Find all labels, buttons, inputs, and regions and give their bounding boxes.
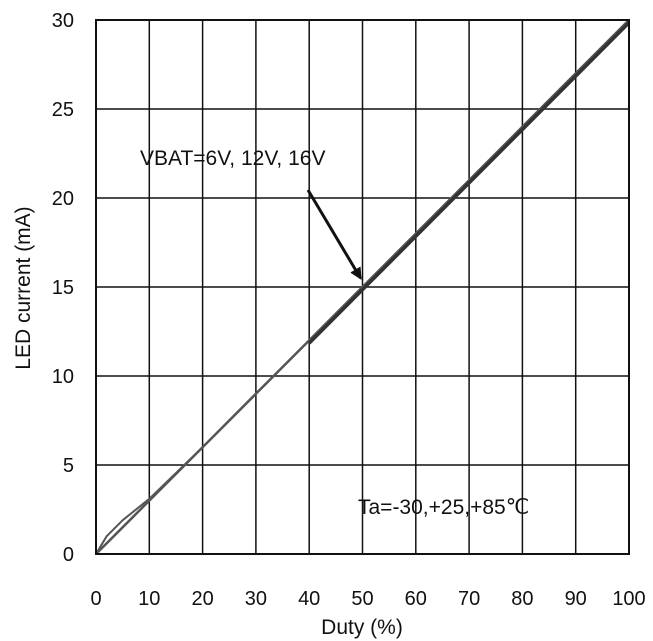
- y-tick-label: 30: [52, 10, 74, 32]
- series-layer: [95, 19, 631, 555]
- x-tick-label: 20: [191, 588, 213, 610]
- x-tick-label: 80: [511, 588, 533, 610]
- y-tick-label: 20: [52, 188, 74, 210]
- plot-frame: [95, 19, 630, 555]
- y-tick-label: 15: [52, 277, 74, 299]
- x-tick-label: 60: [405, 588, 427, 610]
- x-axis-title: Duty (%): [321, 616, 403, 639]
- y-tick-label: 10: [52, 366, 74, 388]
- x-tick-label: 10: [138, 588, 160, 610]
- series-line-3: [307, 21, 631, 345]
- y-tick-label: 25: [52, 99, 74, 121]
- x-tick-label: 90: [565, 588, 587, 610]
- x-tick-label: 100: [612, 588, 645, 610]
- y-tick-labels: 0 5 10 15 20 25 30: [52, 10, 74, 566]
- temperature-annotation: Ta=-30,+25,+85℃: [358, 496, 529, 519]
- x-tick-label: 30: [245, 588, 267, 610]
- series-line-2: [95, 19, 630, 555]
- y-tick-label: 5: [63, 455, 74, 477]
- vbat-annotation: VBAT=6V, 12V, 16V: [140, 147, 325, 170]
- x-tick-label: 40: [298, 588, 320, 610]
- y-tick-label: 0: [63, 544, 74, 566]
- x-tick-label: 0: [90, 588, 101, 610]
- x-tick-label: 50: [351, 588, 373, 610]
- vbat-annotation-arrow: [306, 189, 362, 280]
- x-tick-label: 70: [458, 588, 480, 610]
- x-tick-labels: 0 10 20 30 40 50 60 70 80 90 100: [90, 588, 645, 610]
- y-axis-title: LED current (mA): [12, 206, 35, 369]
